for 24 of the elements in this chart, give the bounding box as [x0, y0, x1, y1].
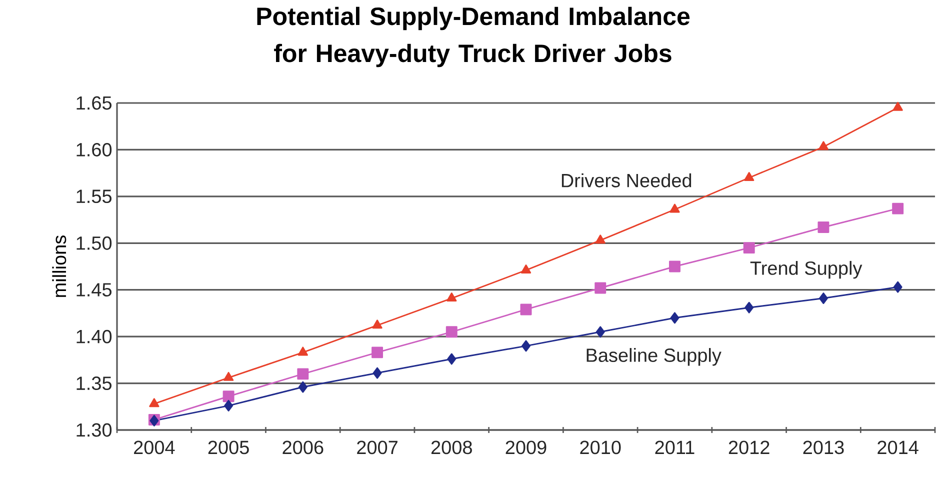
x-tick-label: 2005	[208, 440, 249, 454]
y-tick-label: 1.40	[76, 330, 112, 344]
x-tick-label: 2006	[282, 440, 324, 454]
y-tick-label: 1.60	[76, 142, 112, 156]
x-tick-label: 2009	[506, 440, 546, 454]
x-tick-label: 2008	[431, 440, 472, 454]
y-tick-label: 1.55	[76, 190, 112, 204]
x-tick-label: 2011	[655, 440, 694, 454]
y-tick-label: 1.45	[76, 283, 112, 296]
x-tick-label: 2004	[134, 440, 175, 454]
series-label: Drivers Needed	[562, 173, 692, 188]
series-label: Trend Supply	[750, 260, 862, 279]
y-axis-title: millions	[52, 236, 66, 297]
series-label: Baseline Supply	[586, 348, 722, 366]
x-tick-label: 2010	[580, 440, 621, 454]
y-tick-label: 1.35	[76, 376, 112, 390]
y-tick-label: 1.65	[76, 96, 112, 110]
x-tick-label: 2012	[728, 440, 770, 454]
x-tick-label: 2007	[357, 440, 398, 454]
y-tick-label: 1.50	[76, 236, 112, 250]
x-tick-label: 2013	[803, 440, 844, 454]
y-tick-label: 1.30	[76, 423, 112, 437]
chart-title: Potential Supply-Demand Imbalance for Heavy-duty Truck Driver Jobs	[257, 6, 690, 68]
x-tick-label: 2014	[878, 440, 918, 454]
